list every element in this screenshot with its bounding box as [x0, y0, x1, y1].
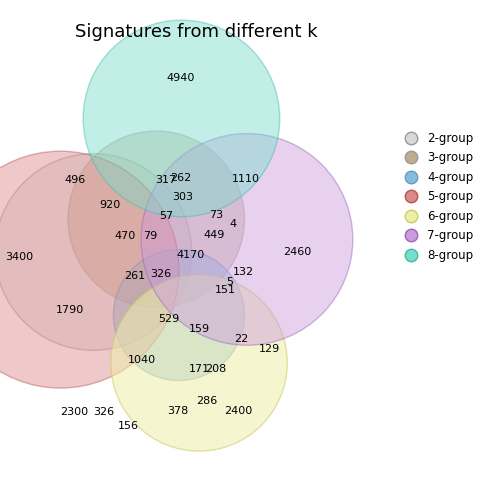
Text: 1040: 1040: [128, 355, 156, 365]
Circle shape: [0, 151, 179, 388]
Text: 326: 326: [150, 269, 171, 279]
Text: 2400: 2400: [224, 406, 252, 416]
Text: 129: 129: [259, 344, 280, 354]
Text: 4170: 4170: [176, 249, 205, 260]
Text: 286: 286: [196, 396, 217, 406]
Text: 5: 5: [226, 277, 233, 287]
Text: Signatures from different k: Signatures from different k: [75, 23, 318, 41]
Text: 22: 22: [234, 334, 248, 344]
Text: 529: 529: [158, 313, 179, 324]
Text: 57: 57: [159, 211, 173, 221]
Text: 449: 449: [204, 230, 225, 240]
Text: 4: 4: [229, 219, 236, 229]
Text: 262: 262: [170, 173, 191, 183]
Text: 4940: 4940: [166, 73, 195, 83]
Circle shape: [68, 131, 244, 307]
Text: 261: 261: [124, 271, 146, 281]
Text: 317: 317: [155, 175, 176, 185]
Text: 208: 208: [205, 364, 226, 374]
Text: 2300: 2300: [60, 407, 89, 417]
Text: 151: 151: [215, 285, 236, 295]
Text: 470: 470: [114, 231, 136, 241]
Text: 132: 132: [232, 267, 254, 277]
Circle shape: [83, 20, 280, 217]
Text: 159: 159: [188, 324, 210, 334]
Text: 3400: 3400: [5, 252, 33, 262]
Text: 326: 326: [93, 407, 114, 417]
Circle shape: [111, 275, 287, 451]
Text: 1110: 1110: [232, 174, 260, 184]
Text: 171: 171: [188, 364, 210, 374]
Circle shape: [0, 154, 192, 350]
Text: 79: 79: [143, 231, 157, 241]
Text: 73: 73: [209, 210, 223, 220]
Text: 920: 920: [99, 200, 120, 210]
Text: 378: 378: [167, 406, 188, 416]
Circle shape: [113, 249, 244, 381]
Text: 1790: 1790: [55, 305, 84, 315]
Circle shape: [141, 134, 353, 345]
Text: 303: 303: [172, 192, 194, 202]
Text: 2460: 2460: [283, 247, 311, 257]
Text: 156: 156: [118, 421, 139, 431]
Text: 496: 496: [64, 175, 85, 185]
Legend: 2-group, 3-group, 4-group, 5-group, 6-group, 7-group, 8-group: 2-group, 3-group, 4-group, 5-group, 6-gr…: [399, 132, 474, 262]
